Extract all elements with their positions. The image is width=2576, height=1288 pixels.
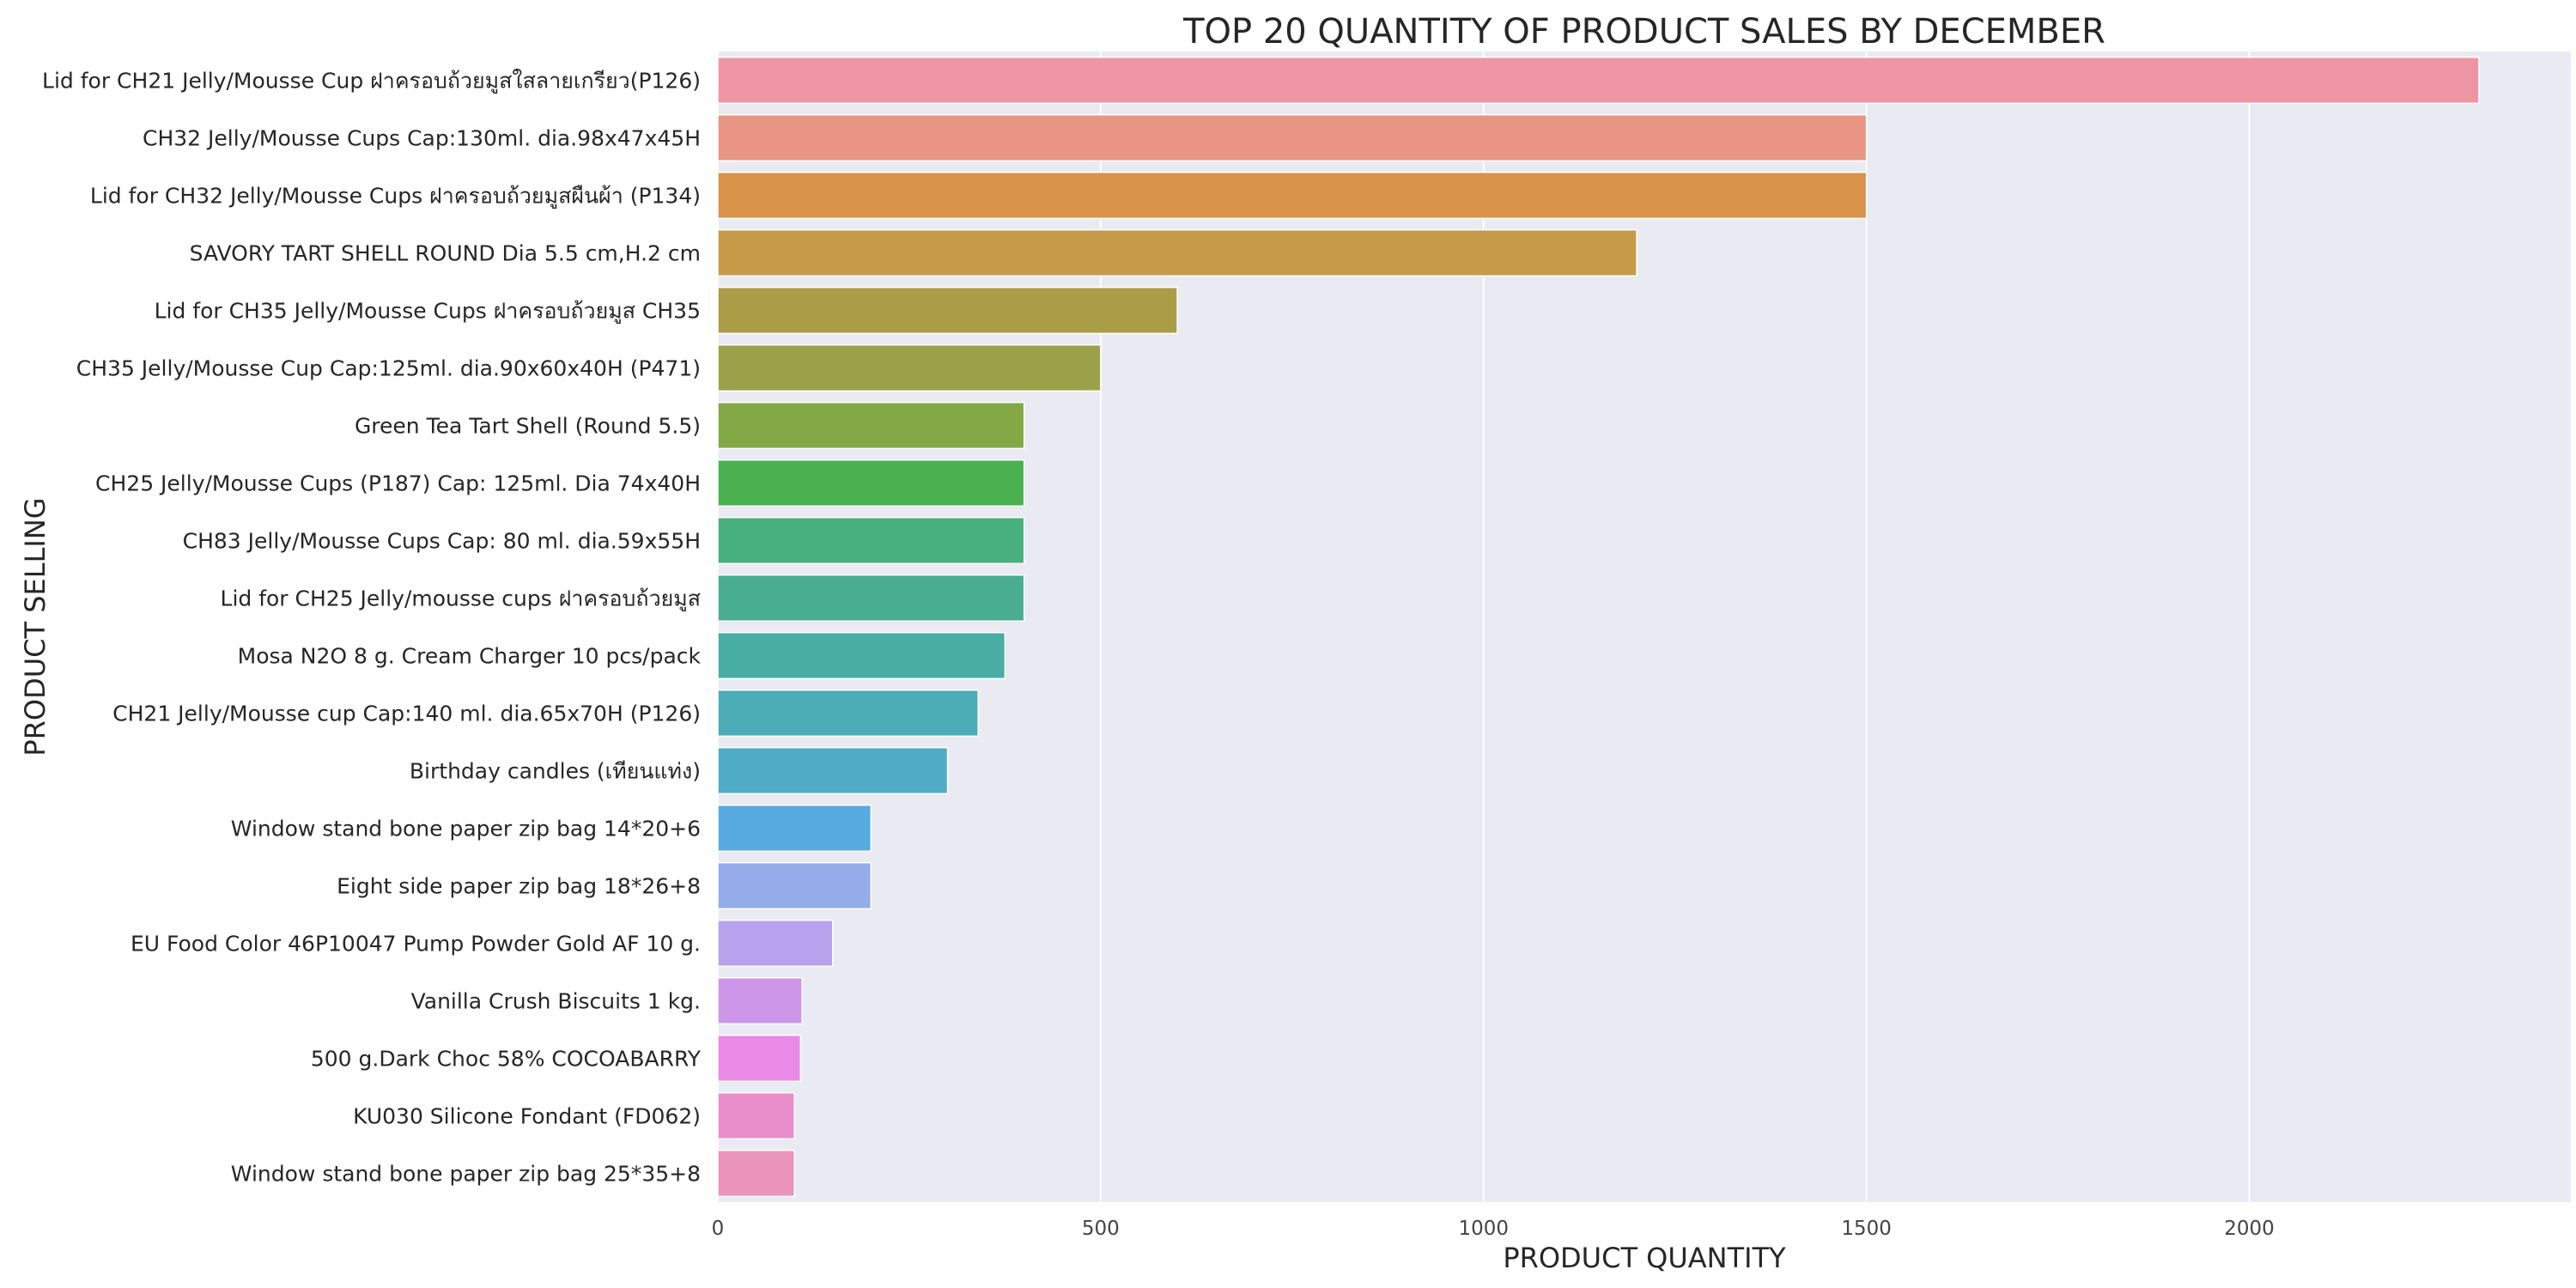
y-axis-label: PRODUCT SELLING (19, 497, 52, 756)
bar (717, 401, 1025, 450)
bar (717, 171, 1868, 220)
y-tick-label: EU Food Color 46P10047 Pump Powder Gold … (131, 932, 701, 957)
y-tick-label: Green Tea Tart Shell (Round 5.5) (355, 414, 701, 439)
y-tick-label: Birthday candles (เทียนแท่ง) (410, 759, 701, 784)
bars (717, 56, 2480, 1198)
y-tick-label: Window stand bone paper zip bag 14*20+6 (231, 817, 701, 841)
bar (717, 574, 1025, 623)
y-tick-label: Mosa N2O 8 g. Cream Charger 10 pcs/pack (238, 644, 702, 669)
bar (717, 516, 1025, 565)
x-tick-label: 1500 (1841, 1218, 1892, 1240)
y-tick-label: Eight side paper zip bag 18*26+8 (337, 874, 701, 899)
x-tick-label: 500 (1082, 1218, 1120, 1240)
y-tick-label: CH32 Jelly/Mousse Cups Cap:130ml. dia.98… (143, 126, 701, 151)
x-axis-label: PRODUCT QUANTITY (1503, 1242, 1786, 1274)
y-tick-label: CH35 Jelly/Mousse Cup Cap:125ml. dia.90x… (76, 356, 701, 381)
bar (717, 1149, 795, 1198)
plot-background (718, 52, 2571, 1202)
bar (717, 228, 1637, 277)
bar (717, 919, 834, 968)
bar (717, 459, 1025, 507)
x-tick-label: 0 (712, 1218, 725, 1240)
y-tick-label: Lid for CH21 Jelly/Mousse Cup ฝาครอบถ้วย… (42, 69, 701, 94)
bar (717, 343, 1102, 392)
bar (717, 861, 872, 910)
y-tick-label: CH21 Jelly/Mousse cup Cap:140 ml. dia.65… (112, 702, 701, 726)
bar (717, 113, 1868, 162)
y-tick-label: SAVORY TART SHELL ROUND Dia 5.5 cm,H.2 c… (190, 241, 701, 266)
y-tick-labels: Lid for CH21 Jelly/Mousse Cup ฝาครอบถ้วย… (42, 69, 702, 1187)
bar (717, 689, 979, 738)
y-tick-label: Lid for CH32 Jelly/Mousse Cups ฝาครอบถ้ว… (90, 184, 701, 210)
y-tick-label: 500 g.Dark Choc 58% COCOABARRY (311, 1047, 702, 1072)
y-tick-label: KU030 Silicone Fondant (FD062) (353, 1104, 701, 1129)
x-tick-labels: 0 500 1000 1500 2000 (712, 1218, 2275, 1240)
y-tick-label: Lid for CH25 Jelly/mousse cups ฝาครอบถ้ว… (221, 586, 701, 612)
bar (717, 1091, 795, 1140)
chart-title: TOP 20 QUANTITY OF PRODUCT SALES BY DECE… (1182, 12, 2105, 52)
bar (717, 286, 1178, 335)
y-tick-label: Lid for CH35 Jelly/Mousse Cups ฝาครอบถ้ว… (155, 299, 701, 325)
bar (717, 976, 803, 1025)
bar (717, 804, 872, 853)
y-tick-label: CH83 Jelly/Mousse Cups Cap: 80 ml. dia.5… (183, 529, 701, 554)
y-tick-label: CH25 Jelly/Mousse Cups (P187) Cap: 125ml… (95, 471, 701, 496)
bar (717, 631, 1006, 680)
x-tick-label: 1000 (1458, 1218, 1509, 1240)
bar (717, 1034, 802, 1083)
y-tick-label: Window stand bone paper zip bag 25*35+8 (231, 1162, 701, 1187)
bar (717, 56, 2480, 105)
bar (717, 746, 949, 795)
x-tick-label: 2000 (2224, 1218, 2275, 1240)
y-tick-label: Vanilla Crush Biscuits 1 kg. (411, 989, 701, 1014)
